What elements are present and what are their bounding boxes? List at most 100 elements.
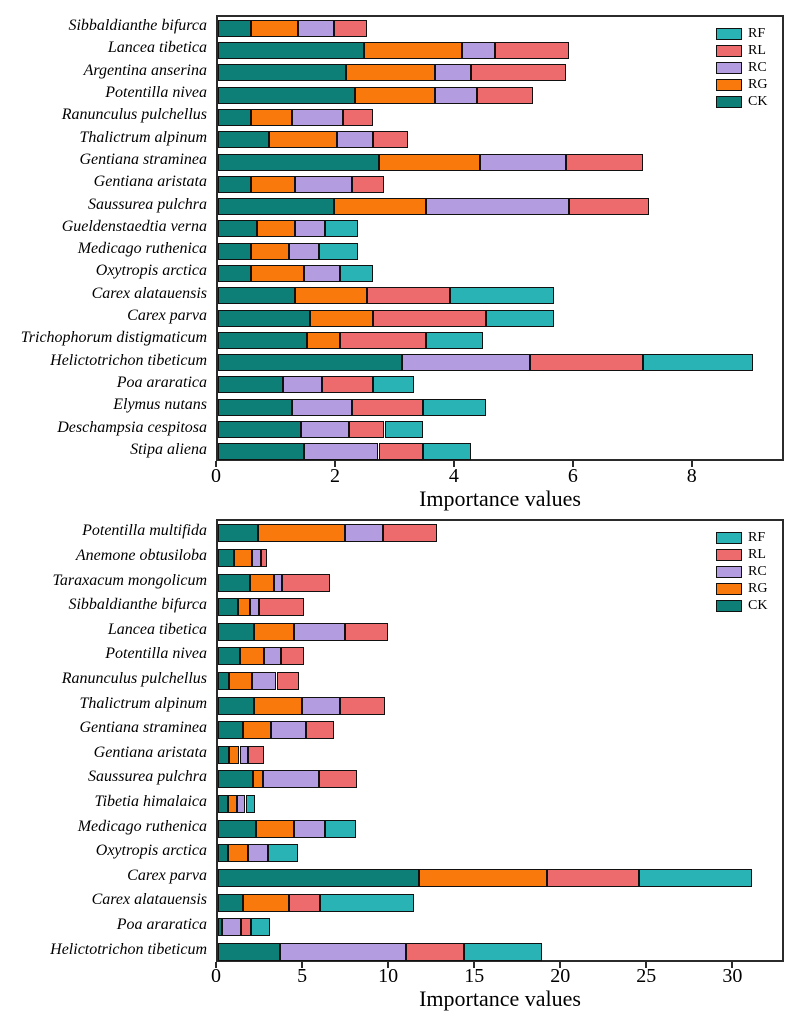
bar-segment-rg	[237, 598, 250, 617]
bar-segment-rc	[345, 524, 384, 543]
bar-segment-rc	[304, 443, 379, 461]
bar-segment-rg	[249, 573, 274, 592]
y-axis-label: Gentiana straminea	[79, 719, 207, 737]
bar-segment-ck	[218, 548, 234, 567]
bar-segment-rl	[261, 548, 267, 567]
bar-segment-rl	[348, 421, 385, 439]
x-axis-tick	[215, 461, 217, 467]
bar-segment-rf	[319, 242, 358, 260]
bar-segment-rl	[372, 309, 486, 327]
bar-segment-rc	[289, 242, 320, 260]
y-axis-label: Carex parva	[127, 866, 207, 884]
y-axis-label: Ranunculus pulchellus	[61, 669, 207, 687]
bar-segment-rc	[248, 844, 268, 863]
bar-segment-ck	[218, 398, 293, 416]
bar-segment-ck	[218, 376, 284, 394]
y-axis-label: Potentilla nivea	[105, 84, 207, 102]
x-tick-label: 6	[567, 465, 578, 487]
bar-segment-rf	[245, 795, 255, 813]
y-axis-label: Carex alatauensis	[91, 284, 207, 302]
bar-segment-rc	[426, 198, 569, 216]
bar-segment-rc	[295, 220, 325, 238]
y-axis-label: Gentiana straminea	[79, 150, 207, 168]
x-axis-tick	[387, 962, 390, 968]
bar-segment-rg	[254, 622, 294, 641]
legend-label: RG	[748, 76, 768, 92]
bar-segment-rg	[345, 64, 436, 82]
legend-item: RF	[716, 25, 767, 42]
legend-label: CK	[748, 93, 768, 109]
bar-segment-rc	[222, 918, 242, 937]
y-axis-label: Potentilla nivea	[105, 645, 207, 663]
bar-segment-ck	[218, 819, 256, 838]
y-axis-label: Gueldenstaedtia verna	[61, 217, 207, 235]
bar-segment-rl	[342, 108, 373, 126]
y-axis-label: Oxytropis arctica	[95, 262, 207, 280]
legend: RF RL RC RG CK	[710, 20, 774, 114]
y-axis-label: Thalictrum alpinum	[79, 694, 207, 712]
legend-item: CK	[716, 93, 767, 110]
y-axis-label: Poa araratica	[116, 916, 207, 934]
x-tick-label: 0	[211, 465, 221, 487]
bar-segment-rc	[249, 598, 260, 617]
x-tick-label: 8	[686, 465, 697, 487]
bar-segment-rc	[252, 672, 277, 690]
x-axis-tick	[473, 962, 476, 968]
bar-segment-rl	[259, 598, 305, 617]
bar-segment-ck	[218, 265, 251, 282]
legend-label: RL	[748, 546, 766, 562]
bar-segment-ck	[218, 893, 243, 912]
bar-segment-ck	[218, 242, 251, 260]
y-axis-label: Helictotrichon tibeticum	[50, 940, 207, 958]
x-axis-tick	[571, 461, 574, 467]
bar-segment-rg	[227, 795, 237, 813]
bar-segment-rl	[280, 647, 304, 666]
bar-segment-rc	[292, 108, 343, 126]
x-axis-tick	[559, 962, 562, 968]
bar-segment-rl	[405, 942, 465, 961]
bar-segment-rg	[229, 672, 253, 690]
bar-segment-rg	[256, 220, 296, 238]
bar-segment-rl	[530, 354, 644, 372]
bar-segment-rg	[418, 868, 547, 887]
bar-segment-rc	[251, 548, 262, 567]
y-axis-label: Helictotrichon tibeticum	[50, 351, 207, 369]
bar-segment-rl	[288, 893, 321, 912]
bar-segment-rl	[345, 622, 388, 641]
bar-segment-rg	[310, 309, 373, 327]
legend-swatch-ck	[716, 599, 742, 612]
bar-segment-rg	[250, 175, 296, 193]
x-tick-label: 2	[330, 465, 340, 487]
y-axis-label: Trichophorum distigmaticum	[20, 329, 207, 347]
bar-segment-rg	[243, 721, 271, 740]
bar-segment-rc	[239, 745, 249, 764]
bar-segment-ck	[218, 524, 258, 543]
bar-segment-ck	[218, 672, 230, 690]
bar-segment-rl	[470, 64, 566, 82]
bar-segment-rg	[250, 108, 293, 126]
bar-segment-rl	[378, 443, 424, 461]
bar-segment-ck	[218, 198, 334, 216]
legend-item: RC	[716, 563, 767, 580]
bar-segment-ck	[218, 647, 240, 666]
bar-segment-ck	[218, 721, 243, 740]
y-axis-label: Lancea tibetica	[107, 620, 207, 638]
plot-area	[216, 15, 784, 461]
bar-segment-rg	[253, 770, 263, 789]
bar-segment-rf	[384, 421, 424, 439]
x-axis-tick	[334, 461, 336, 467]
bar-segment-ck	[218, 844, 228, 863]
bar-segment-ck	[218, 745, 230, 764]
x-tick-label: 30	[722, 965, 743, 987]
y-axis-label: Medicago ruthenica	[77, 240, 207, 258]
x-axis-title: Importance values	[419, 986, 581, 1011]
bar-segment-rf	[339, 265, 373, 282]
bar-segment-rl	[351, 175, 385, 193]
y-axis-label: Elymus nutans	[113, 396, 207, 414]
bar-segment-rg	[257, 524, 346, 543]
bar-segment-ck	[218, 175, 251, 193]
bar-segment-ck	[218, 131, 269, 149]
x-tick-label: 15	[464, 965, 485, 987]
y-axis-label: Gentiana aristata	[93, 743, 207, 761]
